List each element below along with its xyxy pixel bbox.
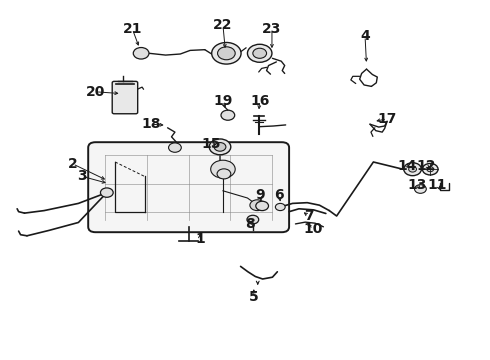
Text: 15: 15 <box>201 137 220 151</box>
Text: 11: 11 <box>428 179 447 192</box>
Text: 20: 20 <box>86 85 105 99</box>
Circle shape <box>253 48 267 58</box>
Circle shape <box>218 47 235 60</box>
Text: 12: 12 <box>416 159 436 172</box>
Circle shape <box>133 48 149 59</box>
Circle shape <box>404 163 421 176</box>
Text: 4: 4 <box>360 29 370 43</box>
Circle shape <box>214 143 226 151</box>
Text: 18: 18 <box>141 117 161 131</box>
Circle shape <box>415 185 426 193</box>
Text: 13: 13 <box>408 179 427 192</box>
Text: 5: 5 <box>249 290 259 304</box>
FancyBboxPatch shape <box>112 81 138 114</box>
Text: 10: 10 <box>304 222 323 235</box>
Circle shape <box>250 200 265 211</box>
Circle shape <box>256 201 269 211</box>
Circle shape <box>221 110 235 120</box>
Text: 19: 19 <box>213 94 233 108</box>
Text: 16: 16 <box>250 94 270 108</box>
Text: 7: 7 <box>304 209 314 223</box>
Text: 14: 14 <box>397 159 416 172</box>
Circle shape <box>100 188 113 197</box>
Circle shape <box>247 44 272 62</box>
Text: 21: 21 <box>122 22 142 36</box>
Text: 17: 17 <box>377 112 397 126</box>
Circle shape <box>247 215 259 224</box>
Circle shape <box>211 160 235 178</box>
Circle shape <box>209 139 231 155</box>
Circle shape <box>169 143 181 152</box>
Circle shape <box>427 167 434 172</box>
Circle shape <box>275 203 285 211</box>
Circle shape <box>217 169 231 179</box>
Text: 22: 22 <box>213 18 233 32</box>
Text: 6: 6 <box>274 188 284 202</box>
Text: 9: 9 <box>255 188 265 202</box>
Text: 2: 2 <box>68 157 77 171</box>
Text: 1: 1 <box>195 233 205 246</box>
Circle shape <box>212 42 241 64</box>
Text: 8: 8 <box>245 217 255 231</box>
FancyBboxPatch shape <box>88 142 289 232</box>
Circle shape <box>422 163 438 175</box>
Circle shape <box>409 166 416 172</box>
Text: 23: 23 <box>262 22 282 36</box>
Text: 3: 3 <box>77 170 87 183</box>
